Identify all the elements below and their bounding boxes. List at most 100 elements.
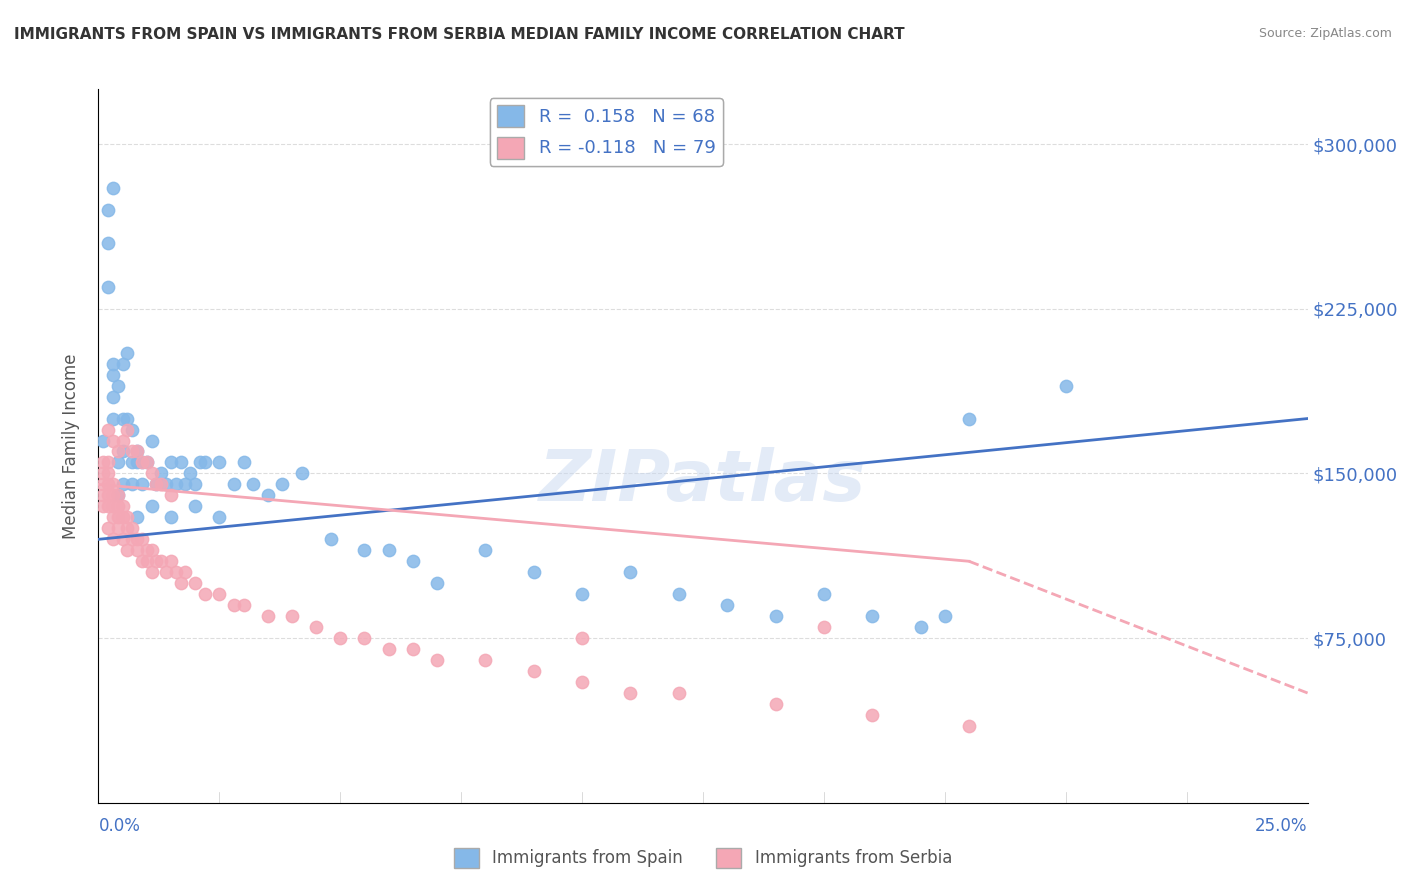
Point <box>208 510 231 524</box>
Point <box>474 653 496 667</box>
Point <box>222 598 245 612</box>
Point <box>91 434 114 448</box>
Point <box>141 500 163 514</box>
Point <box>97 235 120 250</box>
Point <box>131 477 153 491</box>
Point <box>101 368 124 382</box>
Point <box>97 423 120 437</box>
Point <box>150 467 173 481</box>
Point <box>107 455 129 469</box>
Point <box>232 455 254 469</box>
Point <box>934 609 956 624</box>
Text: 25.0%: 25.0% <box>1256 817 1308 835</box>
Point <box>765 609 787 624</box>
Point <box>121 521 143 535</box>
Point <box>101 434 124 448</box>
Point <box>160 455 183 469</box>
Point <box>107 488 129 502</box>
Point <box>305 620 328 634</box>
Point <box>145 477 167 491</box>
Point <box>141 467 163 481</box>
Point <box>426 653 449 667</box>
Point <box>208 587 231 601</box>
Point <box>160 554 183 568</box>
Point <box>256 488 278 502</box>
Point <box>155 566 177 580</box>
Point <box>111 477 134 491</box>
Point <box>184 500 207 514</box>
Text: Source: ZipAtlas.com: Source: ZipAtlas.com <box>1258 27 1392 40</box>
Point <box>117 543 139 558</box>
Point <box>131 554 153 568</box>
Point <box>281 609 304 624</box>
Point <box>319 533 342 547</box>
Point <box>426 576 449 591</box>
Point <box>101 411 124 425</box>
Text: ZIPatlas: ZIPatlas <box>540 447 866 516</box>
Point <box>111 434 134 448</box>
Point <box>222 477 245 491</box>
Point <box>111 533 134 547</box>
Point <box>910 620 932 634</box>
Point <box>101 500 124 514</box>
Point <box>160 510 183 524</box>
Point <box>523 566 546 580</box>
Point <box>111 411 134 425</box>
Point <box>290 467 312 481</box>
Point <box>141 566 163 580</box>
Point <box>101 510 124 524</box>
Point <box>184 477 207 491</box>
Point <box>619 686 641 700</box>
Point <box>121 477 143 491</box>
Point <box>91 455 114 469</box>
Point <box>107 510 129 524</box>
Point <box>188 455 211 469</box>
Point <box>155 477 177 491</box>
Point <box>165 477 187 491</box>
Point <box>107 444 129 458</box>
Point <box>97 467 120 481</box>
Point <box>145 554 167 568</box>
Point <box>127 510 149 524</box>
Point <box>353 543 375 558</box>
Point <box>107 488 129 502</box>
Point <box>97 455 120 469</box>
Point <box>329 631 352 645</box>
Point <box>402 554 425 568</box>
Point <box>957 411 980 425</box>
Point <box>121 533 143 547</box>
Point <box>101 390 124 404</box>
Point <box>523 664 546 678</box>
Point <box>117 521 139 535</box>
Y-axis label: Median Family Income: Median Family Income <box>62 353 80 539</box>
Point <box>232 598 254 612</box>
Point <box>107 521 129 535</box>
Point <box>135 455 157 469</box>
Point <box>571 631 593 645</box>
Point <box>91 467 114 481</box>
Point <box>127 444 149 458</box>
Point <box>117 345 139 359</box>
Point <box>111 357 134 371</box>
Point <box>353 631 375 645</box>
Point <box>813 620 835 634</box>
Point <box>860 708 883 723</box>
Point <box>668 587 690 601</box>
Point <box>117 411 139 425</box>
Point <box>571 587 593 601</box>
Point <box>97 280 120 294</box>
Point <box>668 686 690 700</box>
Point <box>121 423 143 437</box>
Point <box>101 533 124 547</box>
Point <box>402 642 425 657</box>
Point <box>117 510 139 524</box>
Point <box>141 543 163 558</box>
Point <box>135 543 157 558</box>
Point <box>131 455 153 469</box>
Point <box>91 500 114 514</box>
Point <box>111 510 134 524</box>
Point <box>127 455 149 469</box>
Point <box>150 554 173 568</box>
Point <box>150 477 173 491</box>
Point <box>174 477 197 491</box>
